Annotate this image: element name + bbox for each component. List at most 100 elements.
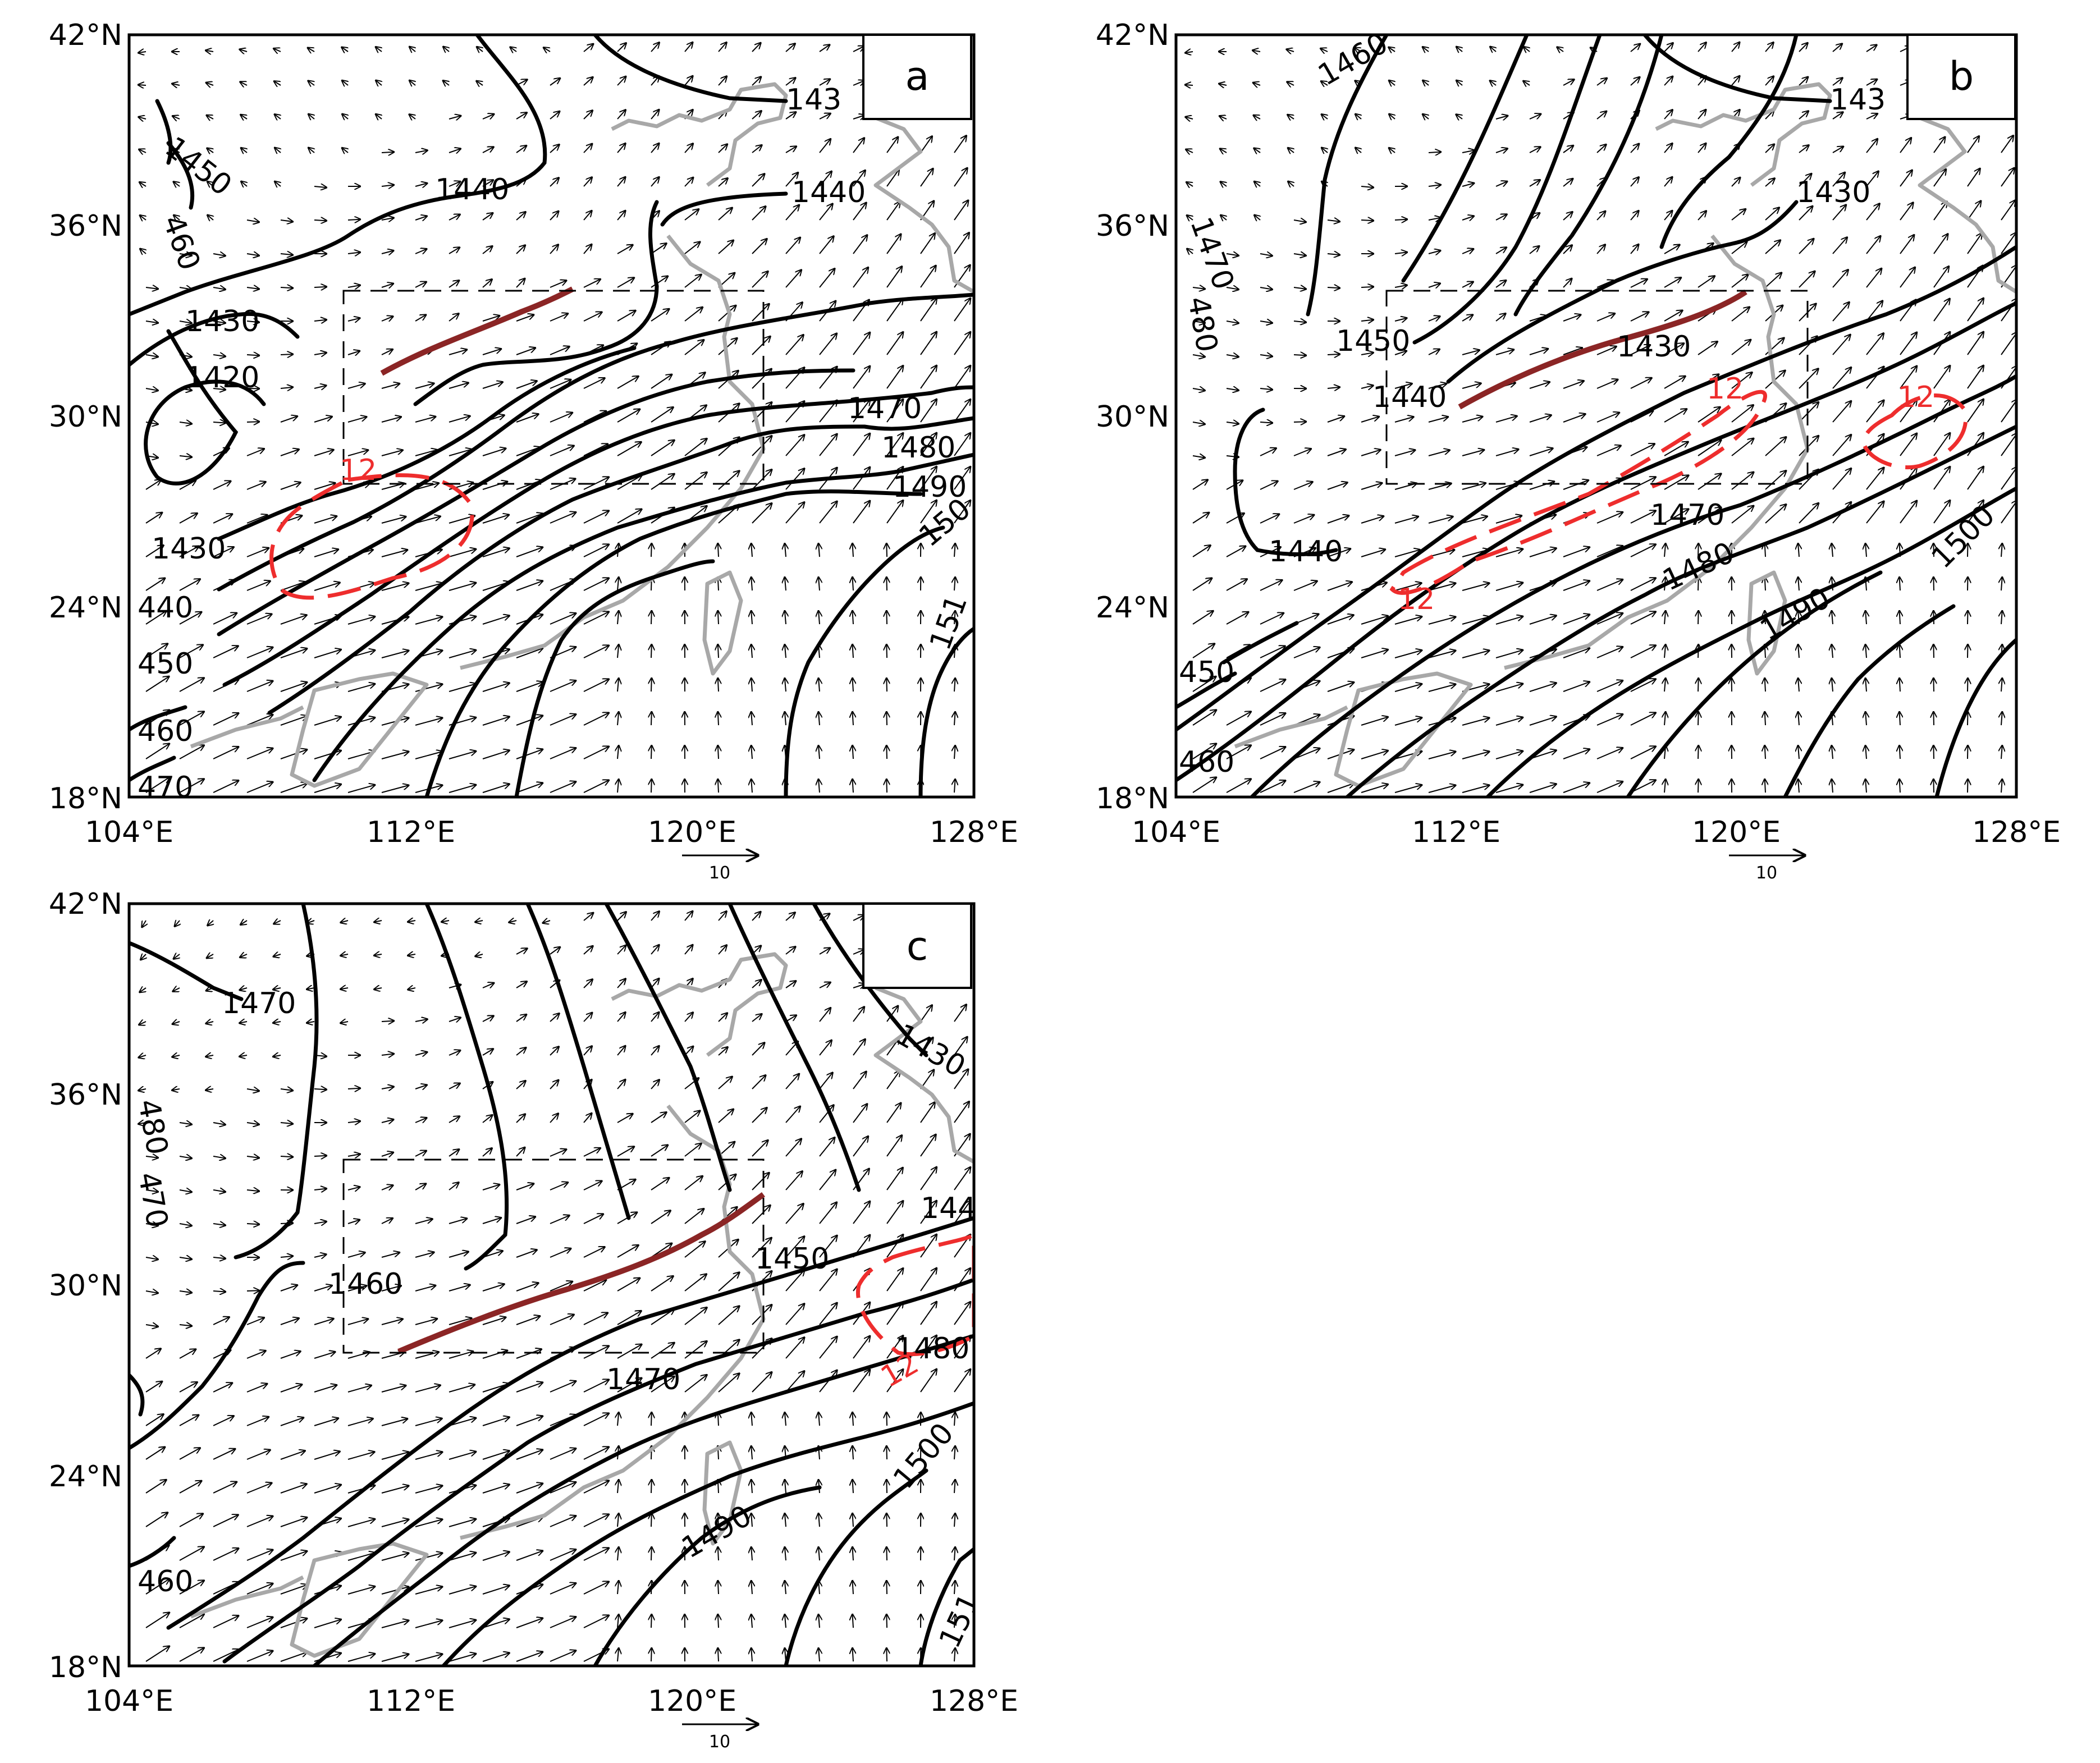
wind-arrow	[1428, 583, 1456, 591]
wind-arrow	[246, 1450, 271, 1460]
wind-arrow	[1799, 77, 1808, 86]
wind-arrow	[617, 945, 626, 955]
wind-arrow	[853, 1614, 854, 1628]
wind-arrow	[1596, 748, 1623, 759]
wind-arrow	[482, 515, 509, 524]
wind-arrow	[516, 1483, 543, 1494]
wind-arrow	[381, 1553, 409, 1561]
wind-arrow	[205, 51, 214, 52]
wind-arrow	[853, 235, 867, 254]
wind-arrow	[1253, 83, 1261, 85]
wind-arrow	[1900, 332, 1917, 355]
wind-arrow	[886, 1648, 887, 1662]
wind-arrow	[381, 251, 394, 254]
wind-arrow	[415, 1385, 441, 1393]
wind-arrow	[1698, 611, 1699, 625]
y-tick-label: 42°N	[49, 19, 122, 52]
wind-arrow	[1361, 516, 1384, 524]
wind-arrow	[819, 982, 831, 988]
wind-arrow	[684, 945, 693, 955]
wind-arrow	[1226, 254, 1239, 255]
wind-arrow	[583, 1582, 609, 1595]
wind-arrow	[145, 777, 170, 793]
wind-arrow	[617, 442, 642, 456]
wind-arrow	[550, 1013, 559, 1022]
wind-arrow	[213, 747, 239, 759]
contour-label: 460	[1179, 745, 1234, 779]
wind-arrow	[308, 48, 315, 52]
wind-arrow	[752, 43, 761, 52]
wind-arrow	[516, 581, 543, 591]
wind-arrow	[1832, 644, 1833, 658]
wind-arrow	[1361, 549, 1385, 557]
wind-arrow	[853, 366, 870, 389]
wind-arrow	[886, 137, 898, 153]
wind-arrow	[145, 1480, 166, 1494]
contour-label: 1450	[159, 130, 238, 203]
wind-arrow	[751, 779, 752, 793]
wind-arrow	[314, 649, 341, 658]
wind-arrow	[751, 577, 752, 591]
wind-arrow	[785, 1614, 786, 1628]
wind-arrow	[347, 219, 360, 220]
wind-arrow	[280, 220, 293, 222]
wind-arrow	[617, 1412, 619, 1426]
wind-arrow	[347, 1452, 374, 1460]
wind-arrow	[314, 220, 327, 221]
wind-arrow	[314, 1619, 341, 1628]
wind-arrow	[819, 139, 831, 153]
wind-arrow	[1462, 315, 1473, 322]
wind-arrow	[819, 171, 832, 187]
wind-arrow	[342, 114, 348, 119]
wind-arrow	[583, 1013, 592, 1022]
wind-arrow	[347, 1418, 373, 1426]
wind-arrow	[920, 365, 937, 389]
wind-arrow	[139, 149, 147, 153]
wind-arrow	[1563, 749, 1590, 759]
wind-arrow	[1428, 283, 1440, 287]
wind-arrow	[381, 218, 394, 220]
wind-arrow	[1832, 44, 1842, 52]
wind-arrow	[1698, 678, 1699, 692]
reference-vector-a: 10	[682, 855, 758, 883]
wind-arrow	[1260, 613, 1284, 625]
wind-arrow	[819, 1137, 835, 1157]
wind-arrow	[314, 784, 341, 793]
wind-arrow	[1428, 450, 1450, 456]
wind-arrow	[583, 1113, 592, 1123]
wind-arrow	[954, 1101, 969, 1123]
wind-arrow	[273, 48, 281, 52]
contour-label: 480	[131, 1097, 174, 1157]
wind-arrow	[347, 1319, 368, 1325]
wind-arrow	[381, 752, 409, 759]
wind-arrow	[1664, 409, 1687, 423]
wind-arrow	[550, 1516, 576, 1527]
wind-arrow	[1866, 501, 1884, 524]
wind-arrow	[415, 1318, 437, 1325]
wind-arrow	[617, 1614, 619, 1628]
wind-arrow	[853, 779, 854, 793]
wind-arrow	[306, 1022, 315, 1023]
wind-arrow	[1933, 365, 1950, 389]
wind-arrow	[381, 1185, 393, 1190]
wind-arrow	[819, 333, 837, 355]
wind-arrow	[246, 715, 273, 726]
wind-arrow	[1361, 649, 1388, 658]
wind-arrow	[280, 450, 299, 456]
wind-arrow	[920, 1369, 937, 1393]
wind-arrow	[1361, 450, 1381, 456]
wind-arrow	[617, 678, 619, 692]
wind-arrow	[886, 1335, 903, 1359]
wind-arrow	[274, 115, 281, 120]
wind-arrow	[1630, 244, 1639, 254]
wind-arrow	[785, 1581, 786, 1595]
wind-arrow	[853, 745, 854, 759]
wind-arrow	[684, 438, 707, 456]
wind-arrow	[140, 215, 146, 220]
wind-arrow	[550, 379, 571, 389]
wind-arrow	[1563, 212, 1572, 221]
wind-arrow	[1596, 613, 1623, 625]
wind-arrow	[205, 1089, 214, 1090]
wind-arrow	[1664, 678, 1666, 692]
wind-arrow	[550, 748, 576, 759]
